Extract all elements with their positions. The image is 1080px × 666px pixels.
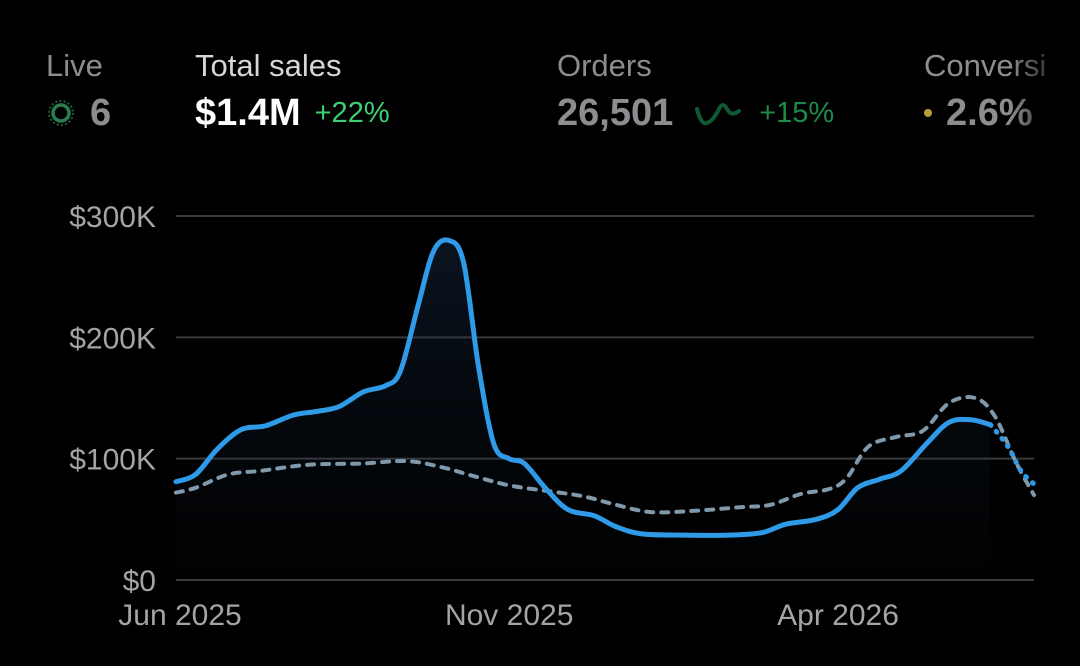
comparison-series-line	[174, 395, 1036, 515]
kpi-bar: Live 6 Total sales $1.4M +22% Orders 26,…	[0, 0, 1080, 150]
orders-delta: +15%	[759, 96, 835, 129]
orders-sparkline-icon	[695, 103, 742, 126]
x-tick-label: Apr 2026	[777, 599, 899, 632]
y-tick-label: $100K	[69, 444, 156, 477]
current-series-projection-line	[987, 422, 1037, 487]
x-tick-label: Nov 2025	[445, 599, 573, 632]
total-sales-value: $1.4M	[195, 92, 301, 134]
conversion-status-dot	[924, 109, 932, 117]
live-value: 6	[90, 92, 112, 134]
live-label: Live	[46, 48, 103, 83]
current-series-line	[173, 237, 993, 538]
y-tick-label: $300K	[69, 201, 156, 234]
total-sales-label: Total sales	[195, 48, 342, 83]
live-pulse-icon	[48, 100, 74, 126]
orders-label: Orders	[557, 48, 652, 83]
total-sales-metric[interactable]: Total sales $1.4M +22%	[195, 46, 390, 136]
total-sales-delta: +22%	[314, 96, 390, 129]
live-visitors-metric[interactable]: Live 6	[46, 46, 111, 136]
orders-metric[interactable]: Orders 26,501 +15%	[557, 46, 834, 136]
y-tick-label: $200K	[69, 322, 156, 355]
orders-value: 26,501	[557, 92, 674, 134]
y-axis: $0 $100K $200K $300K	[69, 201, 156, 598]
y-tick-label: $0	[123, 565, 156, 598]
current-series-area	[176, 239, 991, 580]
x-tick-label: Jun 2025	[118, 599, 241, 632]
x-axis: Jun 2025 Nov 2025 Apr 2026	[118, 599, 899, 632]
kpi-scroll-fade	[1010, 0, 1080, 150]
